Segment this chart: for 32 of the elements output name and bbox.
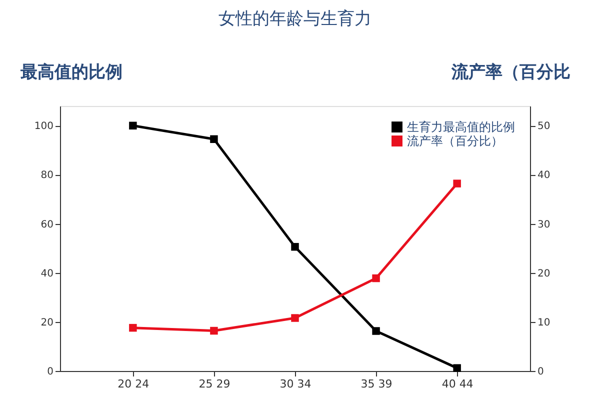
y-tick-label: 80 [40, 170, 54, 182]
x-tick-label: 30 34 [280, 378, 312, 390]
x-tick-label: 20 24 [118, 378, 150, 390]
point [129, 324, 137, 332]
chart-title: 女性的年龄与生育力 [218, 9, 372, 29]
y-tick-label: 40 [40, 268, 54, 280]
y2-tick-label: 0 [538, 366, 544, 378]
legend-label: 生育力最高值的比例 [407, 120, 515, 134]
x-tick-label: 35 39 [360, 378, 392, 390]
point [210, 326, 218, 335]
y2-tick-label: 40 [538, 170, 550, 182]
y2-tick-label: 20 [538, 268, 550, 280]
y-tick-label: 20 [40, 317, 54, 328]
point [210, 135, 218, 143]
y2-tick-label: 10 [538, 317, 550, 328]
x-tick-label: 25 29 [198, 378, 230, 390]
point [372, 274, 380, 282]
legend-label: 流产率（百分比） [407, 134, 503, 148]
point [291, 314, 299, 322]
y-tick-label: 0 [47, 366, 54, 378]
y-tick-label: 60 [40, 219, 54, 230]
y-axis-title: 最高值的比例 [20, 62, 122, 82]
point [129, 122, 137, 130]
point [291, 242, 299, 251]
point [453, 180, 461, 188]
y-tick-label: 100 [34, 121, 54, 132]
y2-tick-label: 30 [538, 219, 550, 230]
x-tick-label: 40 44 [442, 378, 474, 390]
point [372, 327, 380, 335]
y2-tick-label: 50 [538, 121, 550, 132]
y2-axis-title: 流产率（百分比 [450, 62, 570, 82]
point [453, 364, 461, 372]
